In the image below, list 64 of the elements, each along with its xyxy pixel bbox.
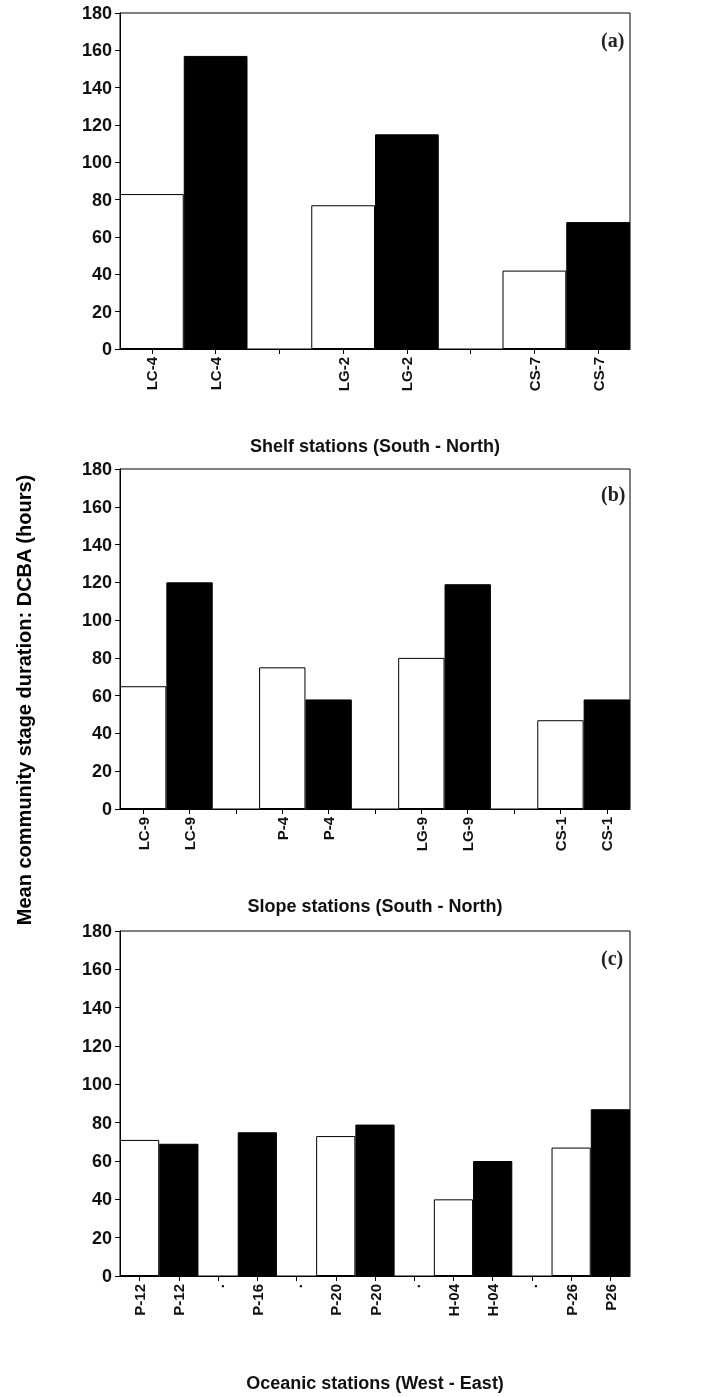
x-axis-title: Oceanic stations (West - East) xyxy=(246,1373,504,1393)
x-tick-label: P-12 xyxy=(131,1284,149,1316)
x-tick-label: . xyxy=(209,1284,227,1289)
x-axis-title: Slope stations (South - North) xyxy=(247,896,503,916)
y-tick-label: 60 xyxy=(91,685,112,706)
x-tick-label: . xyxy=(405,1284,423,1289)
x-tick-label: P-26 xyxy=(562,1284,580,1316)
x-tick-label: P-20 xyxy=(327,1284,345,1316)
text: (a) xyxy=(601,29,625,52)
y-tick-label: 180 xyxy=(81,921,112,941)
y-tick-label: 160 xyxy=(81,959,112,980)
x-tick-label: P-16 xyxy=(248,1284,266,1316)
y-tick-label: 20 xyxy=(91,301,112,322)
y-tick-label: 0 xyxy=(101,799,112,819)
y-tick-label: 140 xyxy=(81,77,112,98)
x-tick-label: H-04 xyxy=(444,1283,462,1317)
x-tick-label: CS-1 xyxy=(598,817,616,852)
y-tick-label: 140 xyxy=(81,534,112,555)
y-tick-label: 100 xyxy=(81,1074,112,1095)
y-tick-label: 100 xyxy=(81,152,112,173)
x-tick-label: LG-9 xyxy=(412,817,430,852)
y-tick-label: 20 xyxy=(91,1227,112,1248)
y-tick-label: 180 xyxy=(81,459,112,479)
x-tick-label: CS-7 xyxy=(525,357,543,392)
x-tick-label: LG-2 xyxy=(334,357,352,392)
y-tick-label: 60 xyxy=(91,1151,112,1171)
y-tick-label: 120 xyxy=(81,1036,112,1056)
x-tick-label: P26 xyxy=(601,1284,619,1311)
y-tick-label: 80 xyxy=(91,1112,112,1133)
y-tick-label: 40 xyxy=(91,723,112,744)
text: (c) xyxy=(601,947,624,970)
y-tick-label: 140 xyxy=(81,997,112,1018)
y-tick-label: 40 xyxy=(91,1189,112,1210)
x-tick-label: LC-9 xyxy=(181,817,199,851)
y-tick-label: 0 xyxy=(101,339,112,359)
y-tick-label: 120 xyxy=(81,572,112,593)
y-tick-label: 80 xyxy=(91,189,112,210)
y-tick-label: 100 xyxy=(81,610,112,631)
y-tick-label: 160 xyxy=(81,496,112,517)
text: (b) xyxy=(601,483,626,506)
y-tick-label: 20 xyxy=(91,761,112,782)
x-tick-label: . xyxy=(288,1284,306,1289)
y-tick-label: 80 xyxy=(91,647,112,668)
x-tick-label: LG-9 xyxy=(459,817,477,852)
y-tick-label: 40 xyxy=(91,264,112,285)
x-tick-label: H-04 xyxy=(484,1283,502,1317)
x-tick-label: CS-1 xyxy=(551,817,569,852)
y-tick-label: 180 xyxy=(81,3,112,23)
x-tick-label: . xyxy=(523,1284,541,1289)
y-tick-label: 60 xyxy=(91,227,112,247)
x-tick-label: P-12 xyxy=(170,1284,188,1316)
x-axis-title: Shelf stations (South - North) xyxy=(250,436,500,456)
x-tick-label: P-4 xyxy=(320,816,338,841)
x-tick-label: LG-2 xyxy=(398,357,416,392)
x-tick-label: LC-4 xyxy=(143,356,161,391)
y-tick-label: 160 xyxy=(81,40,112,61)
x-tick-label: LC-4 xyxy=(207,356,225,391)
y-tick-label: 0 xyxy=(101,1266,112,1286)
x-tick-label: P-4 xyxy=(273,816,291,841)
x-tick-label: LC-9 xyxy=(134,817,152,851)
y-tick-label: 120 xyxy=(81,115,112,135)
x-tick-label: P-20 xyxy=(366,1284,384,1316)
x-tick-label: CS-7 xyxy=(589,357,607,392)
y-axis-title: Mean community stage duration: DCBA (hours) xyxy=(12,474,36,926)
